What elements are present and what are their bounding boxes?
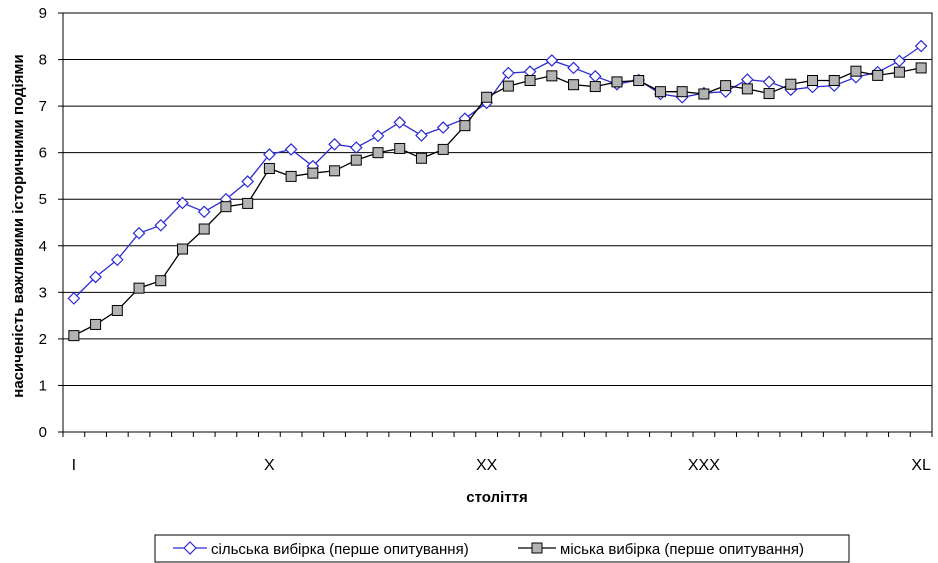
data-point-square bbox=[698, 88, 710, 100]
x-axis-label: століття bbox=[466, 489, 527, 506]
data-point-square bbox=[220, 201, 232, 213]
data-point-diamond bbox=[349, 141, 363, 154]
data-point-square bbox=[372, 147, 384, 159]
x-tick-label: XL bbox=[911, 457, 931, 474]
legend-label-urban: міська вибірка (перше опитування) bbox=[560, 541, 804, 558]
legend-marker-square bbox=[531, 542, 543, 554]
data-point-square bbox=[654, 86, 666, 98]
y-tick-label: 5 bbox=[39, 191, 47, 208]
y-tick-label: 0 bbox=[39, 424, 47, 441]
data-point-square bbox=[633, 75, 645, 87]
data-point-square bbox=[763, 88, 775, 100]
data-point-square bbox=[741, 83, 753, 95]
y-tick-label: 3 bbox=[39, 284, 47, 301]
data-point-square bbox=[872, 69, 884, 81]
data-point-square bbox=[437, 143, 449, 155]
data-point-square bbox=[68, 330, 80, 342]
data-point-diamond bbox=[545, 54, 559, 67]
y-tick-label: 9 bbox=[39, 5, 47, 22]
data-point-square bbox=[285, 170, 297, 182]
data-point-square bbox=[133, 282, 145, 294]
legend-entry-urban: міська вибірка (перше опитування) bbox=[518, 541, 804, 558]
data-point-square bbox=[198, 223, 210, 235]
legend-box bbox=[154, 534, 850, 563]
legend-entry-rural: сільська вибірка (перше опитування) bbox=[173, 541, 469, 558]
data-point-square bbox=[394, 142, 406, 154]
data-point-square bbox=[329, 165, 341, 177]
y-axis-label: насиченість важливими історичними подіям… bbox=[10, 54, 27, 397]
series-line bbox=[73, 45, 922, 299]
data-point-diamond bbox=[371, 129, 385, 143]
legend-marker-diamond bbox=[183, 541, 197, 555]
data-point-square bbox=[176, 243, 188, 255]
data-point-square bbox=[242, 197, 254, 209]
data-point-diamond bbox=[328, 137, 341, 151]
x-tick-label: XX bbox=[476, 457, 498, 474]
data-point-square bbox=[459, 120, 471, 132]
gridlines bbox=[63, 59, 932, 386]
data-point-diamond bbox=[567, 61, 580, 75]
data-point-diamond bbox=[893, 54, 906, 68]
data-point-square bbox=[481, 91, 493, 103]
data-point-square bbox=[807, 75, 819, 87]
data-point-square bbox=[850, 65, 862, 77]
legend-label-rural: сільська вибірка (перше опитування) bbox=[211, 541, 469, 558]
y-tick-label: 8 bbox=[39, 52, 47, 69]
data-point-square bbox=[307, 167, 319, 179]
series-urban bbox=[68, 62, 927, 342]
data-point-square bbox=[415, 152, 427, 164]
data-point-diamond bbox=[914, 39, 928, 53]
data-point-diamond bbox=[197, 205, 211, 219]
data-point-square bbox=[502, 80, 514, 92]
y-tick-label: 4 bbox=[39, 238, 47, 255]
data-point-square bbox=[589, 81, 601, 93]
data-point-diamond bbox=[176, 196, 189, 210]
data-point-square bbox=[915, 62, 927, 74]
data-point-square bbox=[893, 66, 905, 78]
data-point-diamond bbox=[154, 218, 168, 232]
data-point-square bbox=[568, 79, 580, 91]
data-point-square bbox=[611, 76, 623, 88]
data-point-square bbox=[350, 154, 362, 166]
data-point-diamond bbox=[89, 270, 102, 284]
data-point-square bbox=[720, 80, 732, 92]
y-tick-label: 6 bbox=[39, 145, 47, 162]
data-point-diamond bbox=[110, 253, 124, 267]
data-point-square bbox=[155, 275, 167, 287]
data-point-square bbox=[111, 304, 123, 316]
x-tick-label: X bbox=[264, 457, 275, 474]
data-point-diamond bbox=[67, 292, 81, 305]
data-point-diamond bbox=[263, 148, 276, 161]
data-point-square bbox=[524, 75, 536, 87]
data-point-diamond bbox=[241, 175, 255, 188]
data-point-square bbox=[90, 318, 102, 330]
data-point-diamond bbox=[284, 143, 298, 156]
data-point-diamond bbox=[415, 129, 428, 142]
data-point-diamond bbox=[502, 66, 515, 80]
data-point-square bbox=[546, 70, 558, 82]
data-point-square bbox=[785, 78, 797, 90]
x-axis: I X XX XXX XL bbox=[62, 432, 933, 474]
legend: сільська вибірка (перше опитування) місь… bbox=[154, 534, 850, 563]
data-point-diamond bbox=[436, 121, 450, 134]
y-tick-label: 7 bbox=[39, 98, 47, 115]
data-point-diamond bbox=[393, 116, 407, 129]
series-group bbox=[67, 39, 928, 342]
y-tick-label: 1 bbox=[39, 377, 47, 394]
x-tick-label: I bbox=[72, 457, 76, 474]
data-point-square bbox=[263, 162, 275, 174]
data-point-square bbox=[676, 86, 688, 98]
y-tick-label: 2 bbox=[39, 331, 47, 348]
data-point-diamond bbox=[132, 226, 146, 240]
data-point-diamond bbox=[762, 75, 776, 89]
y-axis: 0 1 2 3 4 5 6 7 8 9 bbox=[39, 5, 63, 441]
x-tick-label: XXX bbox=[688, 457, 720, 474]
series-line bbox=[73, 67, 922, 337]
data-point-square bbox=[828, 75, 840, 87]
